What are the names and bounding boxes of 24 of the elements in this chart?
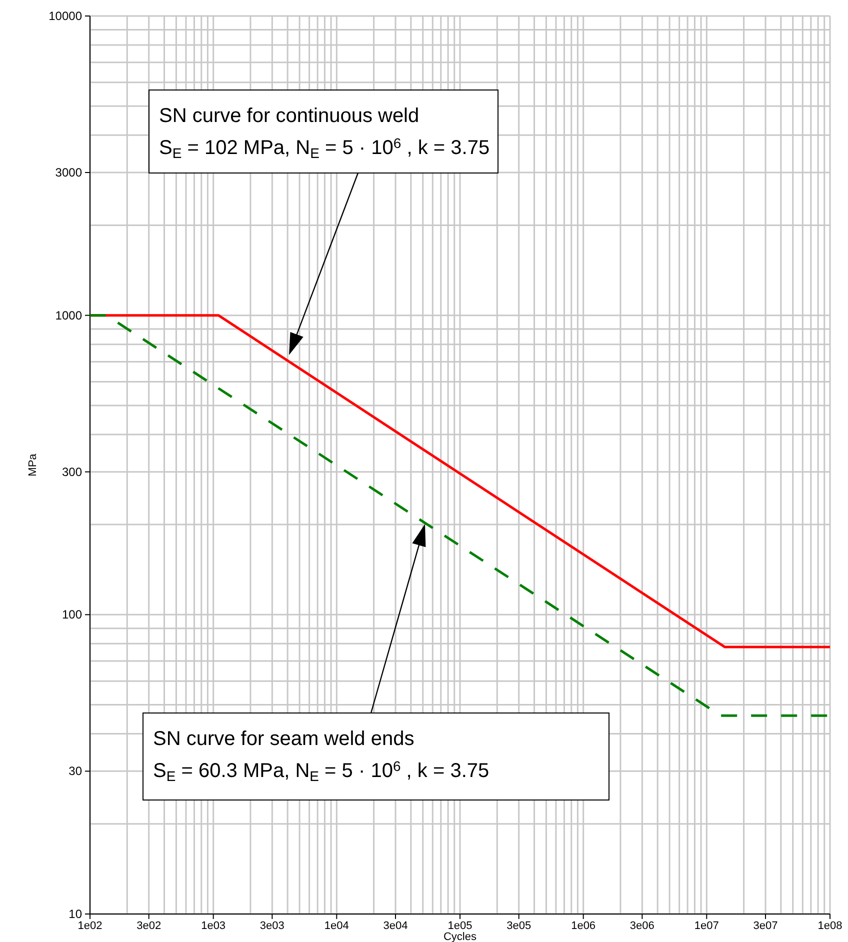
x-tick-label: 1e05 xyxy=(448,920,472,932)
y-tick-label: 300 xyxy=(62,464,82,479)
x-tick-label: 3e02 xyxy=(136,920,162,932)
x-tick-label: 1e06 xyxy=(571,920,596,932)
y-tick-label: 1000 xyxy=(55,308,82,322)
x-tick-label: 1e03 xyxy=(201,920,226,932)
x-axis-title: Cycles xyxy=(443,931,477,942)
x-tick-label: 1e08 xyxy=(818,920,842,932)
x-tick-label: 3e04 xyxy=(383,920,408,932)
y-axis-title: MPa xyxy=(27,452,39,476)
annotation: SN curve for seam weld ends S$_{E}$ = 60.3 MPa, N$_{E}$ = 5 · 10$^{6}$ , k = 3.75 xyxy=(153,728,490,784)
y-tick-label: 30 xyxy=(68,764,82,778)
y-tick-label: 10 xyxy=(68,907,82,921)
x-tick-label: 1e07 xyxy=(694,920,719,932)
x-tick-label: 3e05 xyxy=(506,920,532,932)
y-tick-label: 3000 xyxy=(55,166,82,180)
x-tick-label: 3e06 xyxy=(630,920,654,932)
x-tick-label: 3e07 xyxy=(753,920,778,932)
y-tick-label: 10000 xyxy=(48,9,82,23)
y-tick-label: 100 xyxy=(62,608,82,622)
x-tick-label: 1e04 xyxy=(324,920,349,932)
x-tick-label: 1e02 xyxy=(78,920,102,932)
x-tick-label: 3e03 xyxy=(260,920,284,932)
annotation: SN curve for continuous weld S$_{E}$ = 102 MPa, N$_{E}$ = 5 · 10$^{6}$ , k = 3.75 xyxy=(159,105,490,160)
